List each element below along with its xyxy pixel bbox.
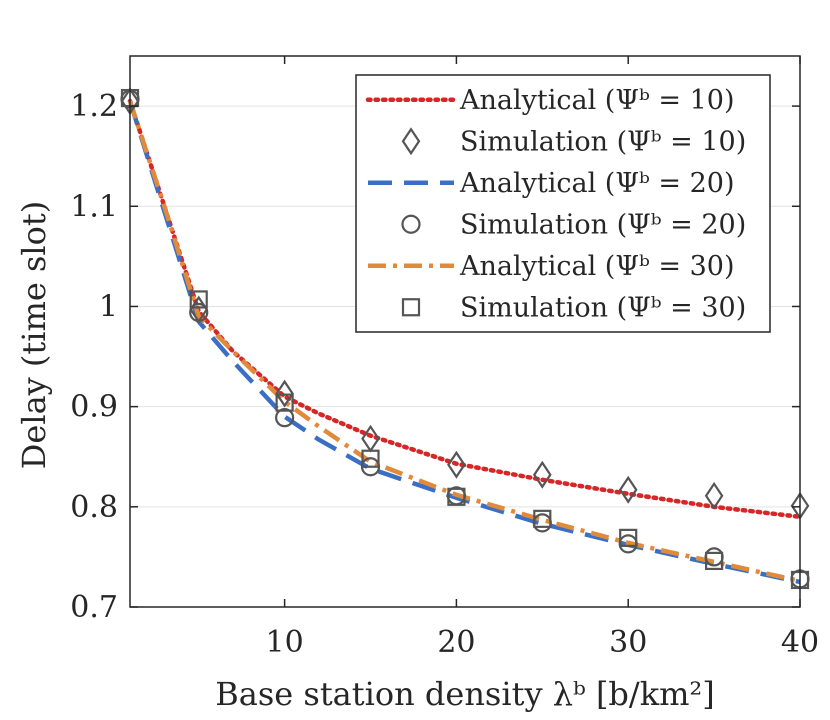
y-tick-label: 1.2 [70,89,118,124]
legend-item: Simulation (Ψᵇ = 30) [401,292,746,323]
series-line-0 [127,98,803,520]
series-1-marker [618,475,638,504]
series-1-marker [532,460,552,489]
legend-box [355,74,771,333]
legend: Analytical (Ψᵇ = 10) Simulation (Ψᵇ = 10)… [355,74,771,333]
legend-item: Analytical (Ψᵇ = 30) [368,251,734,282]
x-tick-label: 10 [266,625,304,660]
series-5-marker [619,528,638,547]
legend-marker-5 [401,298,421,317]
legend-label: Simulation (Ψᵇ = 30) [460,292,746,323]
series-1-marker [275,379,294,408]
legend-item: Analytical (Ψᵇ = 10) [365,85,734,116]
y-tick-label: 0.8 [70,490,118,525]
series-1-marker [447,450,466,479]
series-3-marker [189,302,209,323]
series-5-marker [361,449,380,468]
y-axis-label: Delay (time slot) [15,201,53,469]
legend-item: Analytical (Ψᵇ = 20) [368,168,734,199]
x-tick-label: 20 [437,625,475,660]
legend-label: Simulation (Ψᵇ = 10) [460,126,746,157]
legend-marker-1 [401,127,421,156]
x-axis-label: Base station density λᵇ [b/km²] [215,675,714,713]
series-5-marker [533,509,552,528]
plot-area [120,87,810,590]
legend-item: Simulation (Ψᵇ = 10) [401,126,746,157]
legend-item: Simulation (Ψᵇ = 20) [401,209,746,240]
y-tick-label: 0.7 [70,590,118,625]
axes-box [129,55,801,608]
y-tick-label: 1.1 [70,189,118,224]
series-5-marker [447,487,466,506]
legend-label: Analytical (Ψᵇ = 20) [459,168,734,199]
y-tick-label: 0.9 [70,390,118,425]
legend-label: Analytical (Ψᵇ = 30) [459,251,734,282]
series-5-marker [275,393,294,412]
axis-ticks: 0.7 0.8 0.9 1 1.1 1.2 10 20 30 40 [70,56,819,660]
legend-label: Simulation (Ψᵇ = 20) [460,209,746,240]
x-tick-label: 40 [781,625,819,660]
series-5-marker [705,551,724,571]
legend-marker-3 [401,214,421,234]
y-tick-label: 1 [99,289,118,324]
series-1-marker [704,481,724,510]
series-5-marker [189,290,208,309]
series-line-4 [127,100,801,584]
series-3-marker [275,408,295,428]
x-tick-label: 30 [609,625,647,660]
legend-label: Analytical (Ψᵇ = 10) [459,85,734,116]
